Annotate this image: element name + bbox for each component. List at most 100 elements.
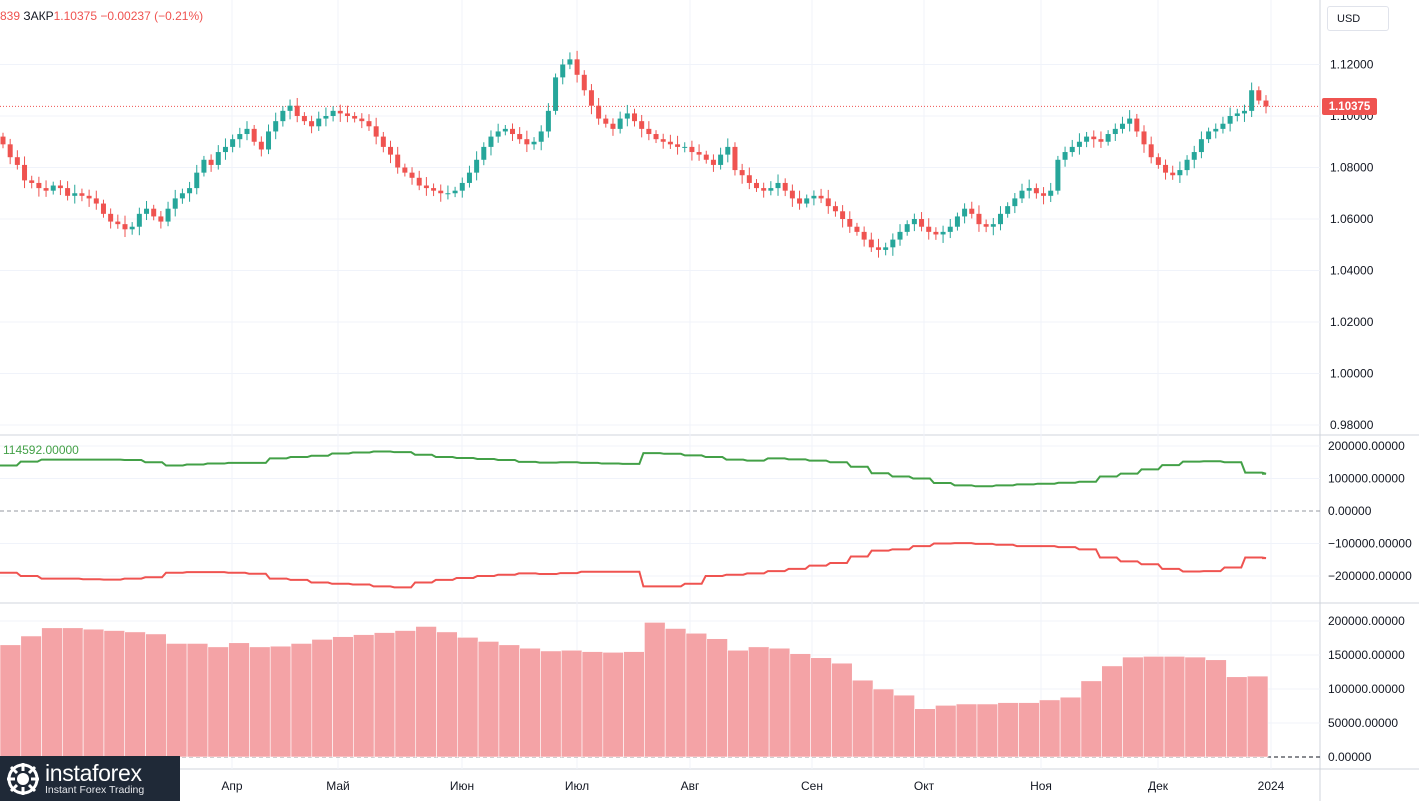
candle-body bbox=[1069, 146, 1075, 153]
open-interest-bar bbox=[1018, 702, 1040, 758]
open-interest-bar bbox=[82, 628, 105, 758]
candle-body bbox=[940, 231, 946, 235]
logo-name: instaforex bbox=[45, 759, 142, 786]
candle-body bbox=[502, 128, 508, 132]
candle-body bbox=[445, 193, 451, 195]
candle-body bbox=[402, 167, 408, 173]
candle-body bbox=[753, 182, 759, 189]
candle-body bbox=[732, 146, 738, 171]
open-interest-bar bbox=[353, 634, 375, 758]
candle-body bbox=[997, 213, 1003, 225]
candle-body bbox=[459, 182, 465, 191]
open-interest-bar bbox=[436, 631, 458, 758]
candle-body bbox=[208, 159, 214, 165]
open-interest-bar bbox=[623, 651, 645, 758]
legend-close-value: 1.10375 bbox=[53, 9, 98, 23]
candle-body bbox=[1098, 139, 1104, 142]
candle-body bbox=[1019, 190, 1025, 199]
candle-body bbox=[581, 74, 587, 91]
candle-body bbox=[237, 134, 243, 140]
candle-body bbox=[1241, 110, 1247, 114]
candle-body bbox=[596, 105, 602, 119]
open-interest-bar bbox=[872, 688, 895, 758]
open-interest-bar bbox=[831, 662, 853, 758]
candle-body bbox=[1198, 139, 1204, 153]
candle-body bbox=[696, 152, 702, 155]
price-tick-label: 1.12000 bbox=[1330, 58, 1374, 72]
open-interest-bar bbox=[373, 632, 396, 758]
open-interest-bar bbox=[997, 702, 1019, 758]
candle-body bbox=[847, 219, 853, 227]
candle-body bbox=[1033, 188, 1039, 194]
open-interest-bar bbox=[602, 651, 624, 758]
candle-body bbox=[165, 208, 171, 222]
oi-tick-label: 150000.00000 bbox=[1328, 648, 1405, 662]
candle-body bbox=[1062, 152, 1068, 160]
candle-body bbox=[1184, 159, 1190, 171]
candle-body bbox=[337, 110, 343, 114]
candle-body bbox=[258, 141, 264, 150]
candle-body bbox=[251, 128, 257, 142]
candle-body bbox=[1076, 141, 1082, 147]
candle-body bbox=[100, 203, 106, 214]
candle-body bbox=[1105, 134, 1111, 142]
candle-body bbox=[768, 188, 774, 191]
open-interest-bar bbox=[519, 647, 541, 758]
candle-body bbox=[359, 118, 365, 122]
candle-body bbox=[452, 190, 458, 194]
candle-body bbox=[703, 154, 709, 160]
candle-body bbox=[710, 159, 716, 165]
candle-body bbox=[481, 146, 487, 160]
candle-body bbox=[86, 195, 92, 199]
price-tick-label: 1.02000 bbox=[1330, 315, 1374, 329]
candle-body bbox=[0, 136, 6, 145]
candle-body bbox=[72, 193, 78, 196]
price-series-candles bbox=[0, 50, 1269, 258]
cot-tick-label: 0.00000 bbox=[1328, 504, 1372, 518]
candle-body bbox=[1263, 100, 1269, 107]
open-interest-bar bbox=[249, 646, 271, 758]
cot-tick-label: 200000.00000 bbox=[1328, 439, 1405, 453]
candle-body bbox=[904, 224, 910, 232]
candle-body bbox=[510, 128, 516, 135]
candle-body bbox=[739, 170, 745, 176]
open-interest-bar bbox=[810, 657, 832, 758]
candle-body bbox=[144, 208, 150, 214]
cot-net-positions bbox=[0, 450, 1267, 589]
currency-button[interactable]: USD bbox=[1327, 6, 1389, 31]
candle-body bbox=[215, 152, 221, 165]
logo-tagline: Instant Forex Trading bbox=[45, 783, 145, 796]
open-interest-bar bbox=[165, 643, 188, 758]
instaforex-logo: instaforex Instant Forex Trading bbox=[0, 756, 180, 801]
open-interest-bar bbox=[228, 642, 250, 758]
candle-body bbox=[388, 146, 394, 155]
open-interest-bar bbox=[1184, 656, 1206, 758]
candle-body bbox=[352, 116, 358, 119]
candle-body bbox=[1227, 116, 1233, 124]
candle-body bbox=[1084, 136, 1090, 142]
cot-tick-label: −200000.00000 bbox=[1328, 569, 1412, 583]
candle-body bbox=[990, 224, 996, 227]
open-interest-bar bbox=[644, 622, 666, 758]
time-tick-label: Июл bbox=[565, 779, 589, 793]
candle-body bbox=[222, 146, 228, 153]
candle-body bbox=[266, 131, 272, 150]
candle-body bbox=[7, 144, 13, 158]
candle-body bbox=[14, 157, 20, 165]
candle-body bbox=[840, 211, 846, 219]
open-interest-bar bbox=[1246, 675, 1269, 758]
open-interest-bar bbox=[415, 626, 437, 758]
candle-body bbox=[1163, 164, 1169, 173]
open-interest-bar bbox=[685, 632, 708, 758]
candle-body bbox=[1055, 159, 1061, 191]
open-interest-bar bbox=[1205, 659, 1227, 758]
candle-body bbox=[660, 139, 666, 142]
candle-body bbox=[890, 239, 896, 248]
candle-body bbox=[682, 146, 688, 148]
time-tick-label: Дек bbox=[1148, 779, 1169, 793]
candle-body bbox=[244, 128, 250, 135]
candle-body bbox=[524, 139, 530, 145]
candle-body bbox=[1249, 90, 1255, 111]
candle-body bbox=[861, 231, 867, 240]
